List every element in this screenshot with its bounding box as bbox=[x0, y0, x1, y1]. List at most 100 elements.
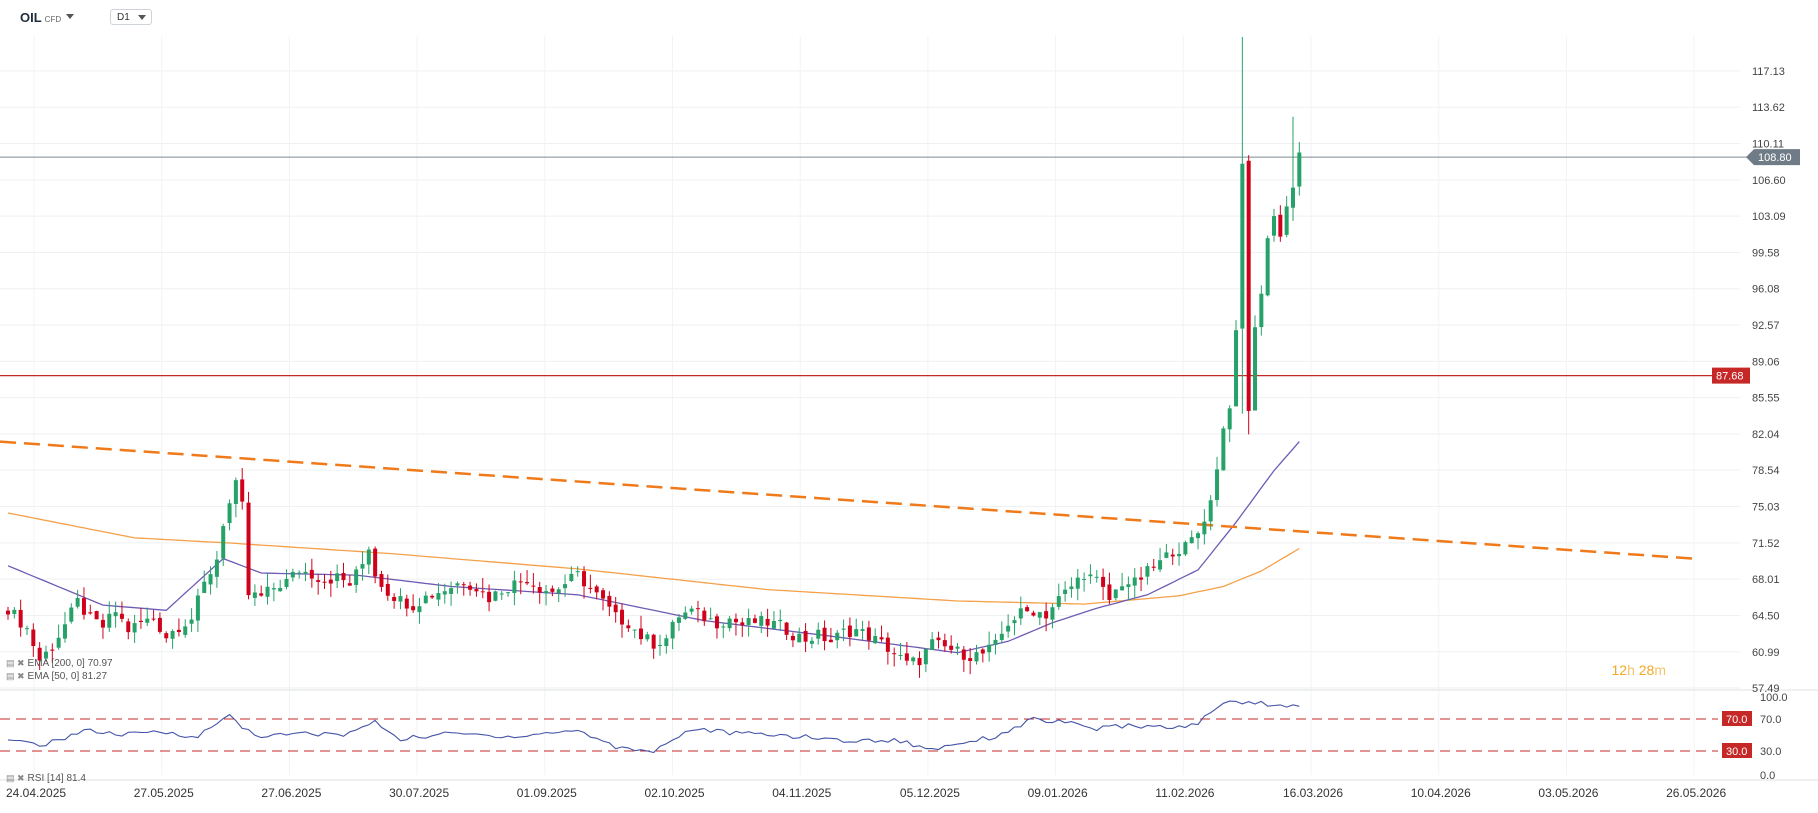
candle-body bbox=[303, 571, 308, 574]
candle-body bbox=[423, 595, 428, 604]
settings-icon[interactable]: ▤ ✖ bbox=[6, 658, 25, 668]
candle-body bbox=[164, 633, 169, 639]
candle-body bbox=[518, 581, 523, 583]
candle-body bbox=[499, 593, 504, 595]
candle-body bbox=[183, 626, 188, 635]
candle-body bbox=[436, 593, 441, 600]
candle-body bbox=[695, 608, 700, 610]
candle-body bbox=[1044, 611, 1049, 619]
x-tick-label: 11.02.2026 bbox=[1155, 786, 1214, 800]
candle-body bbox=[1031, 612, 1036, 616]
candle-body bbox=[575, 571, 580, 573]
candle-body bbox=[214, 559, 219, 577]
ema50-legend[interactable]: ▤ ✖ EMA [50, 0] 81.27 bbox=[6, 671, 107, 682]
candle-body bbox=[1145, 566, 1150, 577]
candle-body bbox=[904, 653, 909, 661]
candle-body bbox=[1107, 584, 1112, 600]
candle-body bbox=[246, 502, 251, 596]
candle-body bbox=[790, 635, 795, 641]
candle-body bbox=[987, 644, 992, 653]
candle-body bbox=[62, 624, 67, 639]
candle-body bbox=[474, 589, 479, 592]
candle-body bbox=[43, 651, 48, 659]
candle-body bbox=[816, 629, 821, 639]
settings-icon[interactable]: ▤ ✖ bbox=[6, 671, 25, 681]
candle-body bbox=[202, 581, 207, 593]
candle-body bbox=[949, 645, 954, 650]
candle-body bbox=[1012, 620, 1017, 624]
candle-body bbox=[626, 625, 631, 629]
timeframe-select[interactable]: D1 bbox=[110, 9, 152, 25]
candle-body bbox=[24, 628, 29, 630]
ema200-legend-text: EMA [200, 0] 70.97 bbox=[27, 658, 113, 669]
candle-body bbox=[88, 612, 93, 614]
candle-body bbox=[1215, 469, 1220, 501]
candle-body bbox=[1240, 163, 1245, 329]
candle-body bbox=[328, 579, 333, 584]
candle-body bbox=[1101, 576, 1106, 587]
candle-body bbox=[278, 587, 283, 592]
candle-body bbox=[81, 598, 86, 615]
candle-body bbox=[841, 628, 846, 630]
candle-body bbox=[1297, 152, 1302, 187]
candle-body bbox=[1221, 428, 1226, 471]
rsi-legend[interactable]: ▤ ✖ RSI [14] 81.4 bbox=[6, 773, 86, 784]
rsi-level-box bbox=[1722, 711, 1752, 726]
horizontal-levels[interactable]: 87.68 108.80 bbox=[0, 149, 1800, 384]
x-tick-label: 27.06.2025 bbox=[261, 786, 321, 800]
candle-body bbox=[531, 585, 536, 587]
ema50-line bbox=[7, 441, 1300, 654]
time-axis[interactable]: 24.04.2025 27.05.2025 27.06.2025 30.07.2025… bbox=[6, 786, 1726, 800]
symbol-name: OIL bbox=[20, 10, 42, 25]
candle-body bbox=[866, 627, 871, 641]
candle-body bbox=[1069, 586, 1074, 590]
candle-body bbox=[1120, 586, 1125, 591]
rsi-panel: 100.0 70.0 70.0 30.0 30.0 0.0 bbox=[0, 692, 1788, 782]
chevron-down-icon[interactable] bbox=[66, 14, 74, 19]
x-tick-label: 05.12.2025 bbox=[900, 786, 960, 800]
candle-body bbox=[493, 591, 498, 601]
candle-body bbox=[1208, 500, 1213, 522]
candle-body bbox=[1164, 552, 1169, 558]
candle-body bbox=[917, 658, 922, 666]
symbol-selector[interactable]: OIL CFD bbox=[20, 10, 61, 25]
ema50-path bbox=[7, 441, 1300, 654]
y-tick-label: 71.52 bbox=[1752, 538, 1780, 550]
ema200-legend[interactable]: ▤ ✖ EMA [200, 0] 70.97 bbox=[6, 658, 113, 669]
candle-body bbox=[1177, 553, 1182, 557]
candle-body bbox=[1132, 577, 1137, 586]
timeframe-value: D1 bbox=[117, 12, 130, 23]
x-tick-label: 30.07.2025 bbox=[389, 786, 449, 800]
y-tick-label: 60.99 bbox=[1752, 647, 1780, 659]
candle-body bbox=[620, 609, 625, 625]
rsi-axis-label: 30.0 bbox=[1760, 746, 1781, 758]
trend-line[interactable] bbox=[0, 440, 1694, 560]
y-tick-label: 117.13 bbox=[1752, 66, 1785, 78]
current-price-label: 108.80 bbox=[1758, 152, 1792, 164]
price-axis[interactable]: 117.13 113.62 110.11 106.60 103.09 99.58 96.08… bbox=[1752, 66, 1786, 695]
candle-body bbox=[1063, 589, 1068, 595]
chart-toolbar: OIL CFD D1 bbox=[0, 0, 1818, 34]
candle-body bbox=[411, 606, 416, 611]
candle-body bbox=[847, 625, 852, 637]
x-tick-label: 04.11.2025 bbox=[772, 786, 831, 800]
current-price-tag bbox=[1746, 149, 1800, 166]
candle-body bbox=[31, 629, 36, 647]
candle-body bbox=[271, 588, 276, 590]
settings-icon[interactable]: ▤ ✖ bbox=[6, 773, 25, 783]
candle-body bbox=[442, 591, 447, 595]
candle-body bbox=[645, 634, 650, 640]
candle-body bbox=[240, 479, 245, 502]
candle-body bbox=[221, 526, 226, 559]
y-tick-label: 103.09 bbox=[1752, 211, 1786, 223]
candle-body bbox=[873, 635, 878, 644]
candle-body bbox=[1018, 608, 1023, 619]
candle-body bbox=[12, 609, 17, 614]
candle-body bbox=[727, 618, 732, 629]
trend-line-path[interactable] bbox=[0, 440, 1694, 560]
chevron-down-icon bbox=[138, 15, 146, 20]
countdown-minutes: 28 bbox=[1638, 662, 1655, 678]
y-tick-label: 96.08 bbox=[1752, 284, 1780, 296]
candle-body bbox=[670, 621, 675, 639]
